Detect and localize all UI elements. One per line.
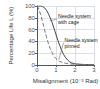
svg-text:Needle system: Needle system	[57, 13, 91, 19]
svg-text:0: 0	[35, 67, 39, 73]
svg-text:40: 40	[28, 38, 35, 44]
svg-text:with cage: with cage	[58, 19, 79, 25]
svg-text:100: 100	[25, 3, 36, 9]
svg-text:1: 1	[54, 67, 58, 73]
svg-text:60: 60	[28, 27, 35, 33]
svg-text:3: 3	[92, 67, 96, 73]
svg-text:Misalignment (10⁻³ Rad): Misalignment (10⁻³ Rad)	[33, 78, 99, 84]
svg-text:Percentage Life L (%): Percentage Life L (%)	[8, 7, 14, 65]
svg-text:80: 80	[28, 15, 35, 21]
svg-text:2: 2	[73, 67, 77, 73]
svg-text:Needle system: Needle system	[64, 36, 98, 43]
svg-text:20: 20	[28, 50, 35, 56]
svg-text:0: 0	[31, 62, 35, 69]
svg-text:pinned: pinned	[65, 43, 80, 49]
